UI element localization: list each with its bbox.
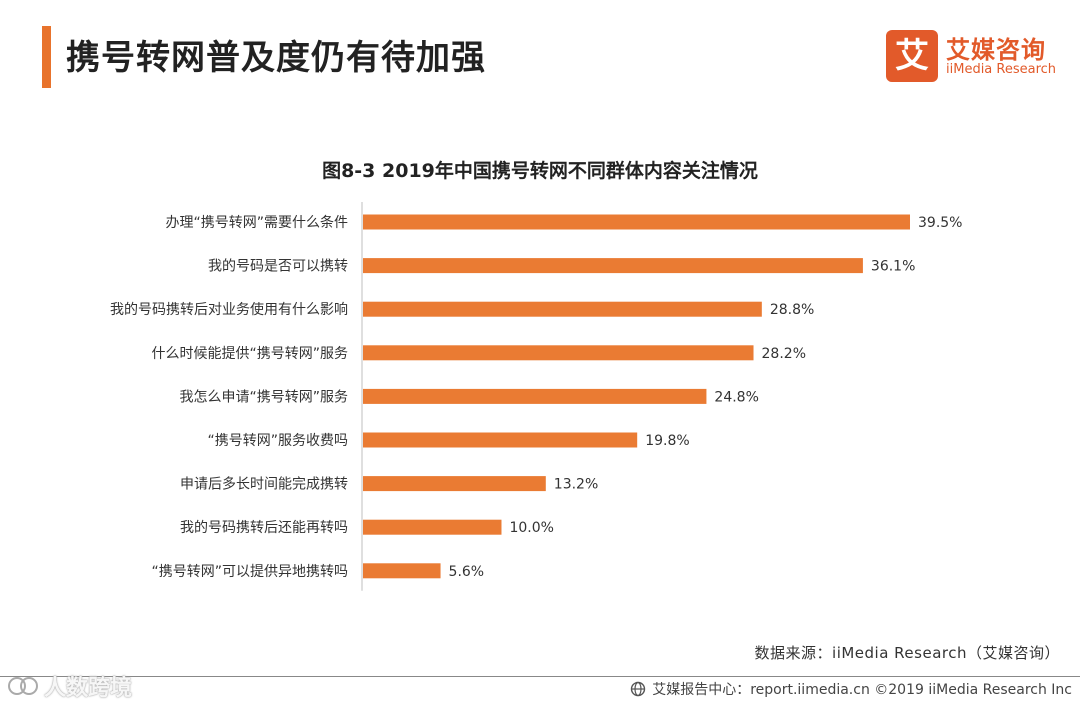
watermark-text: 人数跨境 — [44, 676, 133, 701]
watermark-logo-icon — [8, 677, 38, 695]
category-label: 我的号码携转后对业务使用有什么影响 — [110, 301, 348, 318]
watermark: 人数跨境 — [8, 670, 132, 702]
bar — [363, 476, 546, 492]
value-label: 39.5% — [918, 215, 962, 231]
globe-icon — [631, 681, 646, 697]
bar — [363, 432, 638, 448]
category-label: 申请后多长时间能完成携转 — [180, 476, 348, 493]
category-label: 我的号码是否可以携转 — [208, 259, 348, 275]
category-label: “携号转网”服务收费吗 — [207, 433, 348, 449]
value-label: 36.1% — [871, 259, 915, 275]
logo-name-en: iiMedia Research — [946, 62, 1057, 77]
footer: 艾媒报告中心：report.iimedia.cn ©2019 iiMedia R… — [630, 679, 1072, 699]
logo-name-cn: 艾媒咨询 — [946, 36, 1046, 64]
category-label: 我怎么申请“携号转网”服务 — [179, 389, 348, 405]
value-label: 10.0% — [509, 520, 553, 536]
value-label: 5.6% — [449, 564, 485, 580]
value-label: 13.2% — [554, 477, 598, 493]
footer-divider — [0, 676, 1080, 677]
category-label: 我的号码携转后还能再转吗 — [180, 520, 348, 536]
chart-title: 图8-3 2019年中国携号转网不同群体内容关注情况 — [322, 160, 758, 182]
bar — [363, 301, 762, 317]
value-label: 28.8% — [770, 302, 814, 318]
value-label: 19.8% — [645, 433, 689, 449]
bar — [363, 519, 502, 535]
logo-mark: 艾 — [886, 30, 938, 82]
data-source: 数据来源：iiMedia Research（艾媒咨询） — [754, 644, 1060, 662]
category-label: “携号转网”可以提供异地携转吗 — [151, 564, 348, 580]
value-label: 28.2% — [762, 346, 806, 362]
brand-logo: 艾 艾媒咨询 iiMedia Research — [886, 30, 1066, 84]
bar — [363, 563, 441, 579]
footer-text: 艾媒报告中心：report.iimedia.cn ©2019 iiMedia R… — [652, 682, 1072, 698]
value-label: 24.8% — [714, 389, 758, 405]
bar — [363, 214, 910, 230]
category-label: 什么时候能提供“携号转网”服务 — [151, 346, 348, 362]
category-label: 办理“携号转网”需要什么条件 — [165, 214, 348, 231]
bar — [363, 258, 863, 274]
bar — [363, 345, 754, 361]
title-accent-bar — [42, 26, 51, 88]
bar — [363, 388, 707, 404]
page-title: 携号转网普及度仍有待加强 — [66, 38, 486, 78]
